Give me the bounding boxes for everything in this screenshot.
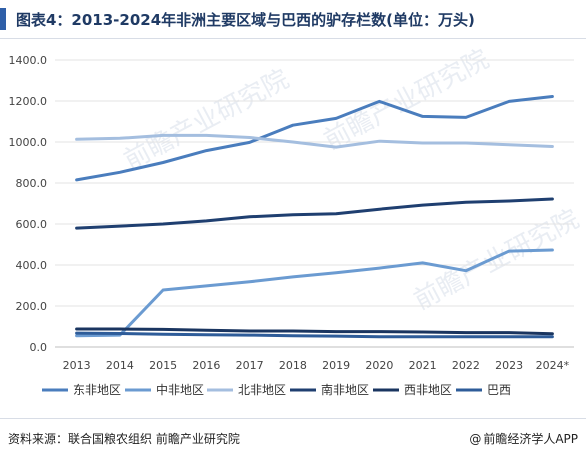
legend-label: 东非地区 [73, 383, 121, 397]
watermark-text: 前瞻产业研究院 [319, 44, 494, 156]
y-tick-label: 600.0 [16, 218, 48, 231]
y-tick-label: 800.0 [16, 177, 48, 190]
series-line [75, 327, 554, 336]
axis-layer: 0.0 200.0 400.0 600.0 800.0 1000.0 1200.0 1400.… [9, 54, 570, 372]
legend-label: 西非地区 [404, 383, 452, 397]
y-tick-label: 0.0 [30, 341, 48, 354]
series-line [75, 133, 554, 149]
grid-layer [55, 59, 574, 348]
y-tick-label: 200.0 [16, 300, 48, 313]
y-tick-label: 1200.0 [9, 95, 48, 108]
x-tick-label: 2021 [409, 359, 437, 372]
title-bar: 图表4：2013-2024年非洲主要区域与巴西的驴存栏数(单位：万头) [0, 0, 586, 38]
brand-label: @ 前瞻经济学人APP [469, 430, 578, 447]
series-line [75, 331, 554, 339]
legend-label: 中非地区 [156, 382, 204, 397]
legend-label: 巴西 [487, 383, 511, 397]
x-tick-label: 2024* [536, 359, 570, 372]
title-divider [0, 38, 586, 39]
x-tick-label: 2018 [279, 359, 307, 372]
source-note: 资料来源：联合国粮农组织 前瞻产业研究院 [8, 432, 240, 446]
legend-label: 北非地区 [238, 383, 286, 397]
x-tick-label: 2019 [322, 359, 350, 372]
series-line [75, 95, 554, 182]
x-tick-label: 2020 [365, 359, 393, 372]
footer-divider [0, 418, 586, 419]
legend: 东非地区 中非地区 北非地区 南非地区 西非地区 巴西 [42, 382, 511, 397]
chart-title: 图表4：2013-2024年非洲主要区域与巴西的驴存栏数(单位：万头) [16, 11, 475, 29]
x-tick-label: 2015 [149, 359, 177, 372]
series-line [75, 197, 554, 230]
y-tick-label: 400.0 [16, 259, 48, 272]
series-line [75, 248, 554, 338]
brand-at-icon: @ [469, 432, 482, 446]
footer: 资料来源：联合国粮农组织 前瞻产业研究院 @ 前瞻经济学人APP [0, 418, 586, 456]
x-tick-label: 2023 [495, 359, 523, 372]
series-layer [75, 95, 554, 339]
x-tick-label: 2013 [63, 359, 91, 372]
x-tick-label: 2022 [452, 359, 480, 372]
watermark-text: 前瞻产业研究院 [119, 64, 294, 176]
x-tick-label: 2017 [236, 359, 264, 372]
x-tick-label: 2016 [192, 359, 220, 372]
brand-text: 前瞻经济学人APP [483, 432, 578, 446]
y-tick-label: 1400.0 [9, 54, 48, 67]
legend-label: 南非地区 [321, 382, 369, 397]
x-tick-label: 2014 [106, 359, 134, 372]
title-accent-bar [0, 8, 6, 30]
watermark-text: 前瞻产业研究院 [409, 204, 584, 316]
y-tick-label: 1000.0 [9, 136, 48, 149]
